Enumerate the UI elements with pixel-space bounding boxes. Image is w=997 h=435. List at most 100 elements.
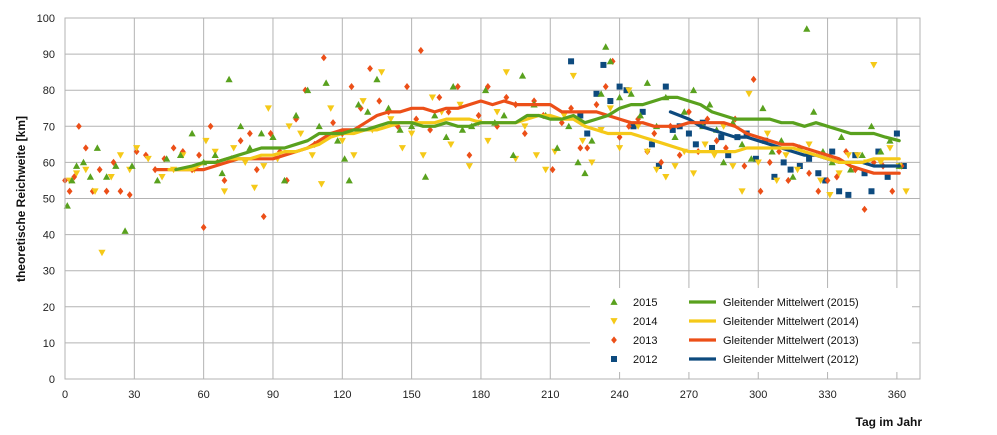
data-point — [428, 94, 437, 102]
data-point — [376, 97, 383, 105]
data-point — [500, 111, 508, 119]
y-axis-title: theoretische Reichweite [km] — [14, 116, 28, 282]
data-point — [680, 108, 688, 115]
data-point — [133, 145, 141, 152]
data-point — [553, 144, 561, 151]
data-point — [845, 191, 852, 198]
data-point — [427, 126, 433, 134]
x-tick-label: 0 — [62, 389, 68, 401]
data-point — [484, 137, 492, 145]
data-point — [692, 141, 699, 148]
data-point — [817, 177, 825, 185]
data-point — [384, 104, 393, 112]
data-point — [870, 62, 878, 69]
x-tick-label: 60 — [198, 389, 210, 401]
data-point — [806, 169, 812, 177]
data-point — [689, 170, 698, 177]
data-point — [398, 145, 406, 152]
y-tick-label: 40 — [43, 230, 55, 242]
data-point — [493, 108, 501, 116]
data-point — [269, 133, 277, 141]
legend-marker — [611, 336, 617, 344]
legend-marker — [611, 356, 617, 362]
x-tick-label: 120 — [333, 389, 351, 401]
data-point — [320, 54, 327, 62]
data-point — [253, 166, 260, 174]
data-point — [789, 173, 797, 180]
data-point — [615, 93, 624, 101]
data-point — [858, 151, 866, 159]
data-point — [745, 90, 753, 98]
data-point — [602, 82, 609, 91]
data-point — [824, 176, 831, 185]
data-point — [634, 123, 642, 130]
data-point — [600, 61, 607, 68]
data-point — [207, 122, 214, 130]
data-point — [877, 159, 885, 166]
data-point — [103, 187, 110, 195]
data-point — [723, 144, 729, 152]
data-point — [893, 130, 900, 137]
data-point — [776, 147, 782, 156]
legend-label: 2012 — [633, 354, 657, 366]
data-point — [768, 147, 776, 155]
series-layer — [62, 25, 910, 257]
data-point — [521, 129, 528, 138]
data-point — [643, 148, 651, 156]
data-point — [719, 123, 728, 130]
data-point — [805, 141, 813, 148]
data-point — [250, 184, 259, 192]
data-point — [86, 173, 95, 180]
y-tick-label: 70 — [43, 121, 55, 133]
data-point — [729, 163, 737, 170]
data-point — [153, 176, 162, 184]
data-point — [98, 249, 106, 257]
data-point — [260, 163, 268, 170]
data-point — [568, 104, 574, 112]
data-point — [577, 112, 584, 119]
data-point — [773, 177, 781, 185]
plot-border — [64, 17, 921, 380]
data-point — [747, 155, 755, 162]
data-point — [117, 187, 124, 195]
data-point — [144, 155, 152, 163]
legend-label: 2015 — [633, 297, 657, 309]
data-point — [606, 57, 614, 65]
data-point — [630, 123, 637, 130]
data-point — [225, 75, 233, 83]
data-point — [72, 170, 81, 177]
data-point — [652, 166, 661, 174]
data-point — [581, 169, 589, 177]
data-point — [163, 155, 171, 162]
data-point — [518, 72, 527, 79]
data-point — [844, 152, 852, 159]
data-point — [902, 188, 910, 195]
data-point — [315, 122, 323, 130]
data-point — [542, 166, 550, 174]
data-point — [408, 130, 416, 138]
data-point — [884, 173, 891, 180]
data-point — [280, 176, 289, 184]
data-point — [826, 192, 834, 199]
data-point — [466, 151, 473, 159]
x-tick-label: 180 — [472, 389, 490, 401]
data-point — [867, 122, 876, 130]
data-point — [750, 75, 757, 83]
data-point — [616, 133, 623, 141]
data-point — [759, 104, 767, 112]
data-point — [671, 163, 679, 170]
data-point — [502, 69, 510, 76]
data-point — [417, 46, 424, 55]
data-point — [606, 105, 614, 112]
data-point — [237, 122, 245, 130]
legend-label: 2013 — [633, 335, 657, 347]
data-point — [354, 101, 363, 108]
data-point — [861, 170, 868, 177]
data-point — [836, 188, 843, 195]
data-point — [810, 108, 818, 115]
data-point — [364, 108, 372, 115]
y-tick-label: 60 — [43, 157, 55, 169]
data-point — [662, 173, 670, 181]
data-point — [237, 137, 244, 145]
